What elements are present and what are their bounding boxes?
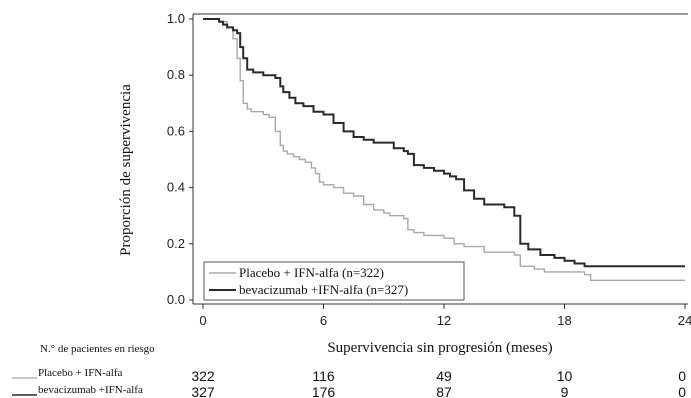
risk-row-label-placebo: Placebo + IFN-alfa <box>38 367 123 379</box>
x-tick-label: 0 <box>199 313 206 328</box>
survival-curve-placebo <box>203 18 685 281</box>
plot-frame <box>192 13 688 305</box>
legend-box <box>203 261 465 301</box>
series-layer <box>203 18 685 281</box>
risk-table-title: N.° de pacientes en riesgo <box>40 343 155 355</box>
x-tick-label: 18 <box>557 313 571 328</box>
risk-value: 322 <box>191 368 215 384</box>
survival-curve-bevacizumab <box>203 18 685 268</box>
risk-row-label-bevacizumab: bevacizumab +IFN-alfa <box>38 384 143 396</box>
y-tick-label: 0.2 <box>167 236 185 251</box>
risk-value: 0 <box>678 384 686 398</box>
risk-value: 49 <box>436 368 452 384</box>
legend: Placebo + IFN-alfa (n=322) bevacizumab +… <box>203 261 465 301</box>
risk-value: 327 <box>191 384 215 398</box>
y-axis-ticks: 0.0 0.2 0.4 0.6 0.8 1.0 <box>167 11 193 307</box>
y-axis-label: Proporción de supervivencia <box>118 84 134 256</box>
x-tick-label: 6 <box>320 313 327 328</box>
x-tick-label: 12 <box>437 313 451 328</box>
risk-values: 322 116 49 10 0 327 176 87 9 0 <box>191 368 686 398</box>
y-tick-label: 0.6 <box>167 123 185 138</box>
legend-label-placebo: Placebo + IFN-alfa (n=322) <box>239 265 384 280</box>
x-tick-label: 24 <box>678 313 691 328</box>
x-axis-ticks: 0 6 12 18 24 <box>199 304 691 328</box>
y-tick-label: 1.0 <box>167 11 185 26</box>
risk-value: 0 <box>678 368 686 384</box>
x-axis-label: Supervivencia sin progresión (meses) <box>327 340 552 356</box>
risk-value: 10 <box>557 368 573 384</box>
risk-table: N.° de pacientes en riesgo Placebo + IFN… <box>12 343 686 398</box>
risk-value: 176 <box>312 384 336 398</box>
y-tick-label: 0.4 <box>167 180 185 195</box>
risk-value: 116 <box>312 368 335 384</box>
y-tick-label: 0.0 <box>167 292 185 307</box>
risk-value: 9 <box>561 384 569 398</box>
risk-value: 87 <box>436 384 452 398</box>
legend-label-bevacizumab: bevacizumab +IFN-alfa (n=327) <box>239 282 408 297</box>
y-tick-label: 0.8 <box>167 67 185 82</box>
